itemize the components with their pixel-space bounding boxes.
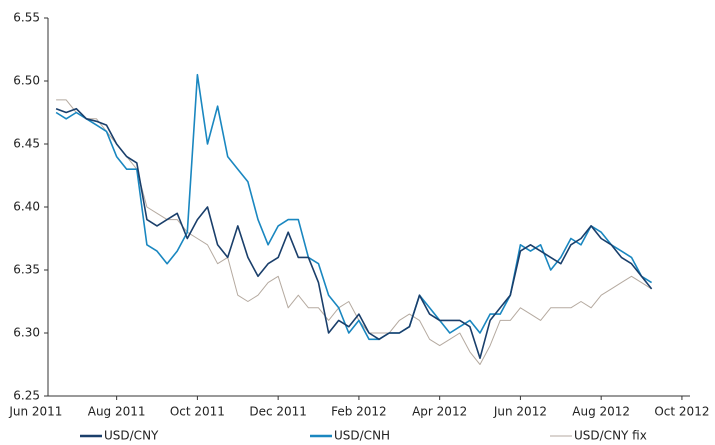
y-tick-label: 6.40 [13,200,40,214]
y-tick-label: 6.55 [13,11,40,25]
x-tick-label: Dec 2011 [249,405,307,419]
legend-label: USD/CNH [334,429,390,443]
y-tick-label: 6.30 [13,326,40,340]
x-tick-label: Aug 2011 [88,405,146,419]
series-line [56,99,652,365]
series-line [55,73,653,341]
y-tick-label: 6.35 [13,263,40,277]
series-line [55,107,653,359]
x-tick-label: Oct 2012 [654,405,709,419]
x-tick-label: Feb 2012 [331,405,387,419]
x-tick-label: Oct 2011 [170,405,225,419]
x-tick-label: Jun 2011 [8,405,62,419]
y-tick-label: 6.25 [13,389,40,403]
x-tick-label: Apr 2012 [412,405,467,419]
x-tick-label: Aug 2012 [572,405,630,419]
y-tick-label: 6.50 [13,74,40,88]
x-tick-label: Jun 2012 [493,405,547,419]
y-tick-label: 6.45 [13,137,40,151]
legend-label: USD/CNY [104,429,159,443]
legend-label: USD/CNY fix [574,429,647,443]
